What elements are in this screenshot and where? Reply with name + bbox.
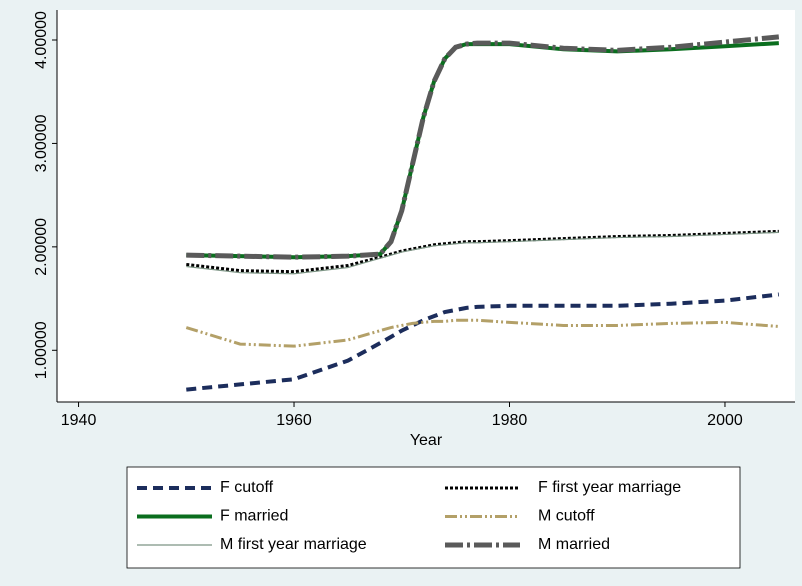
x-axis-title: Year bbox=[410, 432, 443, 449]
x-tick-label: 1960 bbox=[276, 412, 312, 429]
series-line bbox=[186, 292, 780, 392]
legend-label: F first year marriage bbox=[538, 479, 681, 496]
x-tick-label: 1980 bbox=[492, 412, 528, 429]
x-tick-label: 2000 bbox=[707, 412, 743, 429]
y-tick-label: 4.00000 bbox=[33, 11, 50, 69]
series-line bbox=[185, 318, 779, 348]
series-line bbox=[186, 34, 780, 260]
y-tick-label: 3.00000 bbox=[33, 114, 50, 172]
legend-label: F married bbox=[220, 508, 288, 525]
series-line bbox=[186, 231, 779, 275]
y-tick-label: 1.00000 bbox=[33, 321, 50, 379]
legend bbox=[126, 466, 741, 569]
x-tick-label: 1940 bbox=[61, 412, 97, 429]
legend-label: M cutoff bbox=[538, 508, 595, 525]
legend-label: M first year marriage bbox=[220, 536, 367, 553]
y-tick-label: 2.00000 bbox=[33, 218, 50, 276]
series-line bbox=[186, 229, 779, 274]
legend-label: F cutoff bbox=[220, 479, 274, 496]
plot-area bbox=[57, 10, 795, 402]
legend-label: M married bbox=[538, 536, 610, 553]
